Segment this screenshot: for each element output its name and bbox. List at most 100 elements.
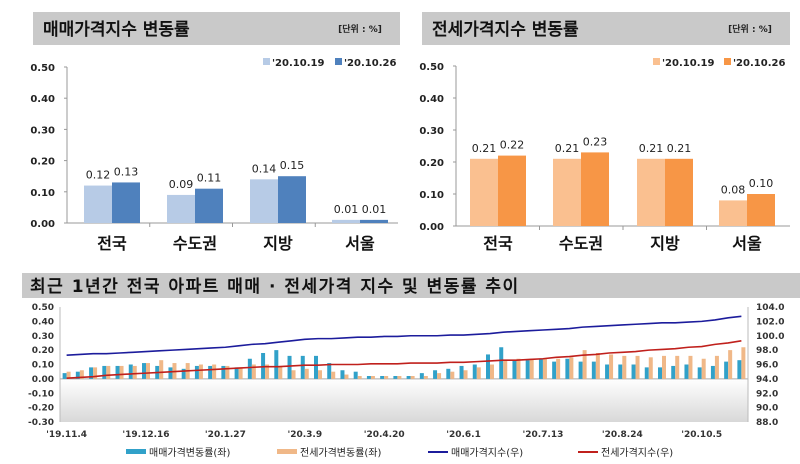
jeonse-index-line (66, 339, 742, 379)
bar (719, 200, 747, 226)
right-tick-label: 100.0 (756, 332, 784, 342)
data-label: 0.23 (583, 135, 608, 148)
sale-rate-bar (512, 360, 517, 379)
sale-rate-bar (247, 358, 252, 379)
bar (581, 152, 609, 226)
sale-rate-bar (565, 358, 570, 379)
legend-label: 매매가격지수(우) (451, 446, 523, 459)
category-label: 서울 (345, 234, 375, 253)
legend-swatch (653, 58, 660, 65)
left-tick-label: 0.20 (32, 346, 54, 356)
sale-rate-bar (234, 367, 239, 379)
jeonse-rate-bar (503, 360, 508, 379)
x-tick-label: '19.11.4 (46, 430, 87, 440)
sale-rate-bar (459, 365, 464, 379)
sale-rate-bar (181, 368, 186, 379)
sale-rate-bar (737, 360, 742, 379)
jeonse-rate-bar (212, 364, 217, 379)
left-tick-label: -0.10 (28, 389, 54, 399)
left-tick-label: 0.00 (32, 375, 54, 385)
sale-rate-bar (194, 365, 199, 379)
bar (665, 158, 693, 226)
data-label: 0.10 (749, 177, 774, 190)
data-label: 0.21 (555, 142, 580, 155)
jeonse-rate-bar (79, 370, 84, 379)
left-tick-label: 0.10 (32, 361, 54, 371)
bar-chart-2: 전세가격지수 변동률 [단위 : %] 0.00 0.10 0.20 0.30 0.40 0.… (419, 12, 790, 253)
data-label: 0.14 (252, 162, 277, 175)
data-label: 0.21 (639, 142, 664, 155)
data-label: 0.21 (667, 142, 692, 155)
x-tick-label: '20.3.9 (287, 430, 322, 440)
sale-rate-bar (433, 370, 438, 379)
jeonse-rate-bar (384, 376, 389, 379)
bar (250, 179, 278, 223)
legend-label: 전세가격변동률(좌) (300, 446, 382, 459)
left-tick-label: 0.40 (32, 317, 54, 327)
jeonse-rate-bar (397, 376, 402, 379)
bar-chart-1: 매매가격지수 변동률 [단위 : %] 0.00 0.10 0.20 0.30 0.40 0.… (30, 12, 400, 253)
jeonse-rate-bar (66, 371, 71, 379)
sale-rate-bar (591, 361, 596, 379)
jeonse-rate-bar (542, 358, 547, 379)
bar (112, 182, 140, 223)
jeonse-rate-bar (146, 363, 150, 379)
bar (332, 219, 360, 223)
sale-rate-bar (380, 376, 385, 379)
legend-label: '20.10.26 (733, 58, 785, 69)
data-label: 0.21 (472, 142, 497, 155)
title-bar (33, 12, 400, 45)
data-label: 0.08 (721, 183, 746, 196)
bar (470, 158, 498, 226)
bar (84, 185, 112, 223)
y-tick-label: 0.20 (30, 157, 55, 168)
category-label: 전국 (483, 234, 513, 253)
bar (498, 155, 526, 226)
unit-label: [단위 : %] (338, 23, 382, 35)
jeonse-rate-bar (106, 365, 111, 379)
y-tick-label: 0.00 (30, 219, 55, 230)
jeonse-rate-bar (251, 364, 256, 379)
legend-label: 매매가격변동률(좌) (149, 446, 231, 459)
sale-rate-bar (724, 361, 729, 379)
legend-swatch (126, 449, 146, 454)
sale-rate-bar (274, 350, 279, 379)
sale-rate-bar (486, 354, 490, 379)
jeonse-rate-bar (225, 365, 230, 379)
category-label: 지방 (263, 234, 293, 253)
sale-rate-bar (446, 368, 451, 379)
left-tick-label: -0.20 (28, 404, 54, 414)
data-label: 0.01 (362, 203, 387, 216)
y-tick-label: 0.10 (419, 190, 444, 201)
data-label: 0.11 (197, 172, 222, 185)
right-tick-label: 102.0 (756, 317, 784, 327)
jeonse-rate-bar (595, 353, 600, 379)
jeonse-rate-bar (688, 355, 693, 379)
x-tick-label: '20.7.13 (522, 430, 563, 440)
bar (637, 158, 665, 226)
sale-rate-bar (578, 361, 583, 379)
chart-title: 매매가격지수 변동률 (43, 20, 190, 40)
jeonse-rate-bar (423, 376, 428, 379)
sale-rate-bar (684, 364, 689, 379)
legend-swatch (263, 58, 270, 65)
y-tick-label: 0.40 (30, 94, 55, 105)
sale-rate-bar (658, 367, 662, 379)
x-tick-label: '20.10.5 (681, 430, 722, 440)
bar (747, 194, 775, 226)
data-label: 0.12 (86, 169, 111, 182)
sale-rate-bar (221, 365, 226, 379)
bar (278, 176, 306, 223)
jeonse-rate-bar (609, 354, 614, 379)
jeonse-rate-bar (741, 347, 746, 379)
jeonse-rate-bar (331, 371, 336, 379)
data-label: 0.13 (114, 165, 139, 178)
sale-rate-bar (128, 364, 133, 379)
jeonse-rate-bar (291, 370, 296, 379)
y-tick-label: 0.30 (30, 125, 55, 136)
y-tick-label: 0.10 (30, 188, 55, 199)
jeonse-rate-bar (437, 373, 442, 379)
jeonse-rate-bar (675, 355, 680, 379)
chart-title: 최근 1년간 전국 아파트 매매 · 전세가격 지수 및 변동률 추이 (30, 277, 520, 297)
bar (553, 158, 581, 226)
